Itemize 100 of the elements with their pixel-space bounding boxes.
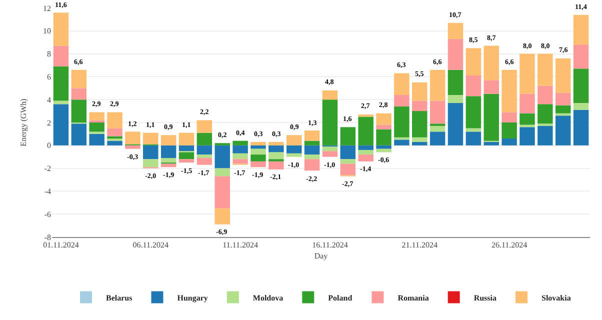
bar (232, 153, 248, 160)
bar (340, 159, 356, 164)
bar (484, 94, 499, 141)
bar (466, 48, 482, 76)
bar (250, 161, 266, 168)
bar (430, 70, 446, 101)
bar (555, 92, 571, 106)
bar (268, 142, 284, 146)
bar (448, 22, 464, 39)
bar (71, 124, 87, 146)
bar (89, 112, 104, 120)
bar (555, 116, 571, 146)
x-tick-label: 11.11.2024 (222, 240, 258, 250)
bar (322, 100, 338, 146)
bar (304, 130, 320, 141)
bar (394, 140, 410, 146)
bar (430, 126, 446, 132)
y-tick-label: 8 (47, 50, 51, 59)
bar (214, 176, 230, 208)
bar (376, 124, 392, 130)
bar (196, 154, 212, 158)
y-tick-label: 2 (47, 118, 51, 128)
bar (196, 158, 212, 165)
bar (232, 140, 248, 146)
bar (358, 116, 374, 146)
bar (232, 159, 248, 164)
y-tick-label: 10 (43, 26, 51, 36)
x-tick-label: 06.11.2024 (132, 240, 168, 250)
bar (250, 145, 266, 149)
x-tick-label: 26.11.2024 (491, 240, 528, 250)
bar (304, 145, 320, 155)
bar (286, 145, 302, 154)
bar (358, 145, 374, 150)
legend-label: Russia (474, 293, 497, 302)
bar (53, 66, 69, 101)
bar (538, 86, 553, 104)
bar (89, 122, 104, 132)
bar (214, 208, 230, 224)
y-tick-label: 0 (47, 141, 51, 150)
bar (412, 137, 428, 142)
bar (466, 76, 482, 96)
bar (502, 70, 517, 112)
bar (340, 145, 356, 160)
bar (502, 122, 517, 139)
bar (214, 145, 230, 168)
bar (502, 112, 517, 122)
legend-label: Slovakia (542, 293, 571, 302)
bar (555, 58, 571, 93)
bar (573, 103, 589, 110)
bar (340, 164, 356, 176)
bar (178, 132, 194, 146)
bar (358, 114, 374, 117)
bar (394, 73, 410, 96)
bar (358, 154, 374, 162)
bar (286, 135, 302, 146)
bar (520, 94, 535, 114)
bar (466, 96, 482, 128)
bar (107, 136, 122, 139)
bar (538, 54, 553, 86)
x-axis-title: Day (314, 252, 328, 261)
bar (107, 140, 122, 146)
bar (340, 127, 356, 146)
bar (322, 90, 338, 100)
bar (107, 112, 122, 128)
bar (322, 146, 338, 152)
bar (125, 145, 140, 149)
bar (196, 120, 212, 133)
bar (502, 138, 517, 146)
bar (448, 38, 464, 70)
bar (484, 46, 499, 80)
bar (143, 132, 158, 144)
bar (125, 132, 140, 144)
bar (250, 154, 266, 162)
bar (412, 111, 428, 138)
bar (89, 134, 104, 146)
bar (232, 145, 248, 154)
bar (53, 12, 69, 46)
bar (268, 161, 284, 170)
bar (412, 142, 428, 146)
y-tick-label: -4 (44, 187, 51, 196)
bar (412, 82, 428, 101)
bar (178, 145, 194, 152)
bar (555, 105, 571, 114)
x-tick-label: 01.11.2024 (43, 240, 79, 250)
bar (196, 132, 212, 146)
y-tick-label: 4 (47, 95, 51, 104)
bar (160, 164, 176, 168)
bar (250, 142, 266, 146)
bar (160, 145, 176, 158)
bar (448, 70, 464, 96)
bar (71, 70, 87, 88)
bar (573, 110, 589, 146)
bar (394, 95, 410, 106)
legend-label: Hungary (177, 293, 208, 302)
bar (196, 145, 212, 155)
bar (178, 159, 194, 163)
x-tick-label: 16.11.2024 (312, 240, 348, 250)
bar (53, 104, 69, 146)
bar (268, 152, 284, 160)
bar (178, 152, 194, 160)
